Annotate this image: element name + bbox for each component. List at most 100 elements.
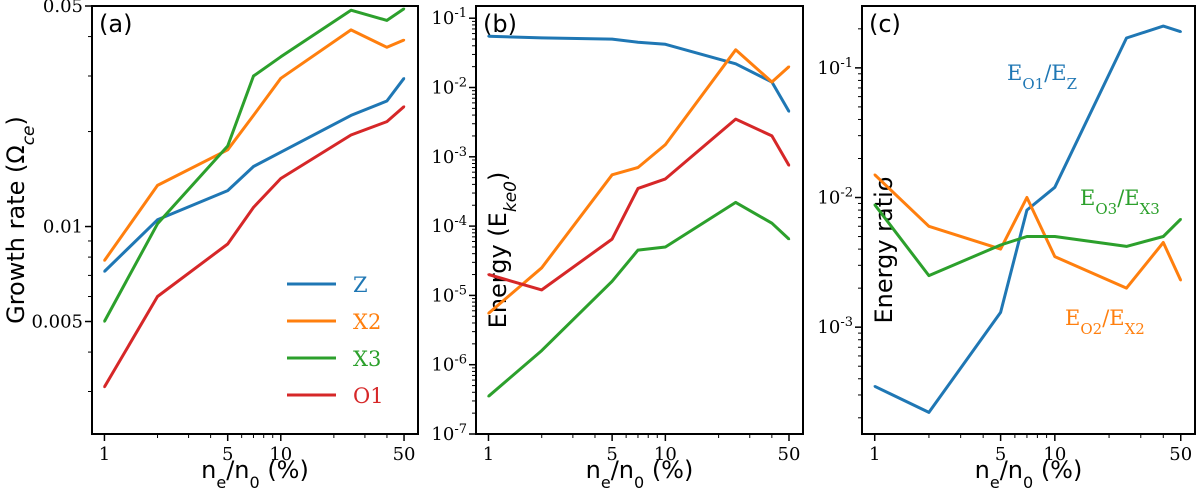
data-point	[1053, 186, 1057, 189]
data-point	[787, 237, 791, 241]
legend-label: O1	[353, 384, 384, 408]
data-point	[999, 247, 1002, 251]
data-point	[1125, 286, 1128, 290]
x-axis-label: ne/n0 (%)	[201, 456, 309, 492]
data-point	[1179, 30, 1182, 33]
data-point	[1162, 241, 1165, 244]
data-point	[1179, 218, 1182, 221]
panel-a: 1 5 10 50 0.005 0.01 0.05 ne/n0 (%) Growth rate …	[2, 0, 419, 492]
data-point	[787, 65, 791, 68]
data-point	[636, 187, 640, 190]
x-tick-label: 5	[995, 444, 1006, 465]
panel-label: (b)	[483, 10, 517, 38]
x-tick-label: 1	[869, 444, 880, 465]
data-point	[1125, 36, 1128, 40]
x-tick-label: 50	[1169, 444, 1192, 465]
panel-c: 1 5 10 50 10-3 10-2 10-1 ne/n0 (%) Energy ratio (…	[817, 5, 1196, 492]
y-tick-label: 10-7	[431, 422, 467, 446]
data-point	[1053, 255, 1057, 258]
data-point	[226, 144, 229, 148]
data-point	[787, 110, 791, 113]
data-point	[540, 288, 543, 292]
y-tick-label: 0.05	[43, 0, 83, 17]
y-axis-label: Energy ratio	[870, 177, 898, 324]
y-tick-label: 10-1	[817, 55, 853, 79]
series-line-X2	[487, 48, 791, 315]
y-tick-label: 0.005	[31, 312, 83, 333]
data-point	[103, 320, 106, 323]
data-point	[1025, 196, 1029, 199]
x-tick-label: 5	[222, 444, 233, 465]
data-point	[487, 34, 490, 38]
data-point	[770, 134, 774, 138]
data-point	[540, 349, 543, 352]
y-tick-label: 10-3	[431, 144, 467, 168]
x-axis-label: ne/n0 (%)	[586, 456, 694, 492]
panel-label: (a)	[99, 10, 132, 38]
data-point	[252, 165, 255, 168]
data-point	[1162, 24, 1165, 28]
data-point	[279, 77, 282, 80]
x-tick-label: 10	[1043, 444, 1066, 465]
data-point	[927, 411, 931, 414]
ratio-annotation: EO2/EX2	[1065, 306, 1145, 338]
plot-frame	[861, 5, 1196, 435]
data-point	[487, 395, 490, 398]
x-tick-label: 5	[606, 444, 617, 465]
y-tick-label: 10-3	[817, 315, 853, 339]
data-point	[156, 218, 159, 222]
data-point	[349, 133, 353, 137]
data-point	[349, 114, 353, 117]
data-point	[610, 280, 614, 283]
data-point	[402, 77, 406, 80]
legend: Z X2 X3 O1	[287, 273, 384, 408]
data-point	[252, 74, 255, 78]
panel-b: 1 5 10 50 10-7 10-6 10-5 10-4 10-3 10-2 10-1 ne/n0 …	[431, 5, 804, 492]
data-point	[402, 38, 406, 42]
data-point	[636, 41, 640, 44]
data-point	[873, 385, 876, 388]
y-axis-label: Growth rate (Ωce)	[2, 116, 39, 324]
data-point	[103, 385, 106, 389]
y-tick-label: 10-4	[431, 214, 467, 238]
data-point	[540, 266, 543, 270]
x-tick-label: 50	[778, 444, 801, 465]
data-point	[873, 203, 876, 206]
data-point	[540, 36, 543, 40]
series-line-Z	[103, 77, 406, 273]
series-line-O1	[103, 105, 405, 388]
data-point	[349, 28, 353, 32]
data-point	[385, 19, 389, 22]
data-point	[927, 225, 931, 228]
data-point	[610, 173, 614, 176]
y-axis-label: Energy (Eke0)	[484, 172, 521, 329]
data-point	[103, 259, 106, 262]
data-point	[873, 173, 876, 176]
y-tick-label: 0.01	[43, 217, 83, 238]
data-point	[734, 48, 737, 51]
data-point	[252, 206, 255, 209]
series-line-O1-Z	[874, 24, 1182, 414]
y-tick-label: 10-6	[431, 352, 467, 376]
data-point	[770, 222, 774, 225]
data-point	[999, 311, 1002, 314]
ratio-annotation: EO1/EZ	[1007, 61, 1077, 93]
data-point	[487, 273, 490, 276]
data-point	[787, 164, 791, 167]
x-tick-label: 1	[99, 444, 110, 465]
x-tick-label: 10	[269, 444, 292, 465]
legend-label: X3	[353, 347, 381, 371]
plot-frame	[91, 5, 419, 435]
data-point	[1025, 208, 1029, 212]
x-tick-label: 1	[483, 444, 494, 465]
series-line-X3	[103, 7, 405, 323]
data-point	[385, 99, 389, 103]
data-point	[1162, 235, 1165, 238]
data-point	[487, 312, 490, 315]
data-point	[226, 242, 229, 246]
series-line-X3	[487, 200, 791, 398]
data-point	[664, 245, 667, 249]
series-line-Z	[488, 34, 791, 113]
data-point	[734, 201, 737, 204]
